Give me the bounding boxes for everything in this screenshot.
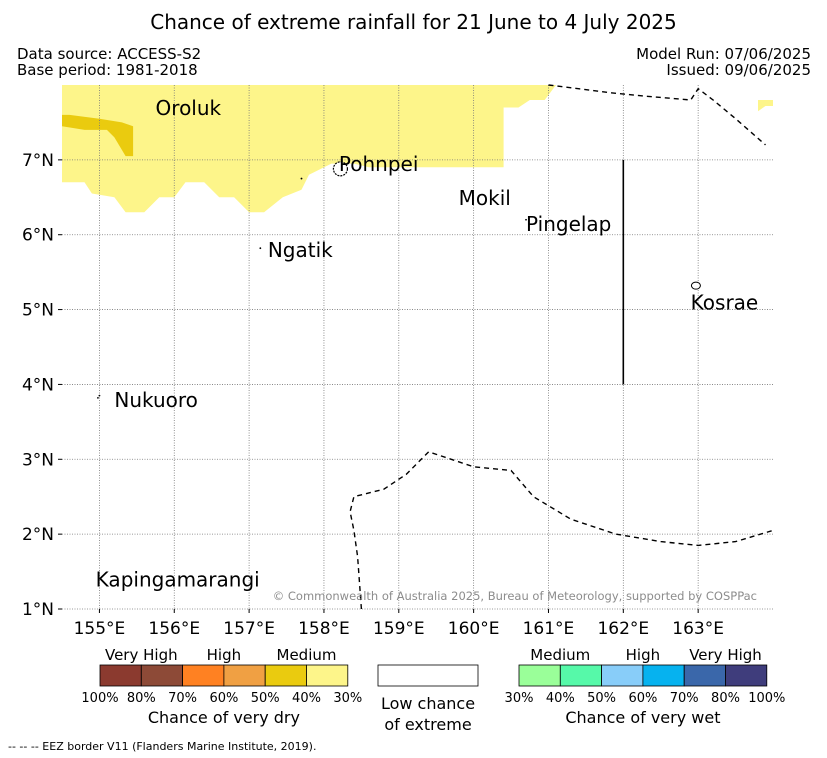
wet-group-label: Medium [530, 646, 590, 664]
wet-swatch [518, 664, 561, 687]
place-label: Ngatik [268, 238, 333, 262]
dry-tick-label: 80% [127, 691, 156, 706]
map-axes: 155°E 156°E 157°E 158°E 159°E 160°E 161°E 162°E… [22, 151, 724, 639]
wet-swatch [683, 664, 726, 687]
dry-tick-label: 30% [333, 691, 362, 706]
eez-border [548, 84, 766, 146]
eez-borders [349, 84, 774, 610]
dry-tick-label: 70% [168, 691, 197, 706]
wet-swatch [601, 664, 644, 687]
atoll-marker [97, 397, 99, 399]
lat-tick-label: 5°N [22, 301, 54, 321]
base-period-text: Base period: 1981-2018 [17, 61, 198, 79]
map-title: Chance of extreme rainfall for 21 June t… [150, 10, 677, 34]
lon-tick-label: 157°E [223, 619, 275, 639]
wet-swatch [642, 664, 685, 687]
dry-tick-label: 50% [251, 691, 280, 706]
dry-swatch [306, 664, 349, 687]
atoll-marker [98, 394, 101, 397]
lon-tick-label: 161°E [523, 619, 575, 639]
lon-tick-label: 156°E [148, 619, 200, 639]
lon-tick-label: 158°E [298, 619, 350, 639]
wet-group-label: Very High [689, 646, 762, 664]
low-chance-line2: of extreme [384, 715, 471, 734]
lat-tick-label: 2°N [22, 525, 54, 545]
dry-tick-label: 40% [292, 691, 321, 706]
lon-tick-label: 162°E [597, 619, 649, 639]
dry-group-label: High [207, 646, 241, 664]
model-run-text: Model Run: 07/06/2025 [636, 45, 811, 63]
low-chance-line1: Low chance [381, 694, 475, 713]
lat-tick-label: 4°N [22, 375, 54, 395]
data-source-block: Data source: ACCESS-S2 Base period: 1981… [17, 46, 201, 78]
copyright-text: © Commonwealth of Australia 2025, Bureau… [273, 589, 757, 603]
high-dry-region [62, 114, 134, 157]
dry-tick-label: 100% [81, 691, 118, 706]
wet-tick-label: 50% [587, 691, 616, 706]
place-label: Mokil [459, 186, 511, 210]
atoll-marker [300, 177, 303, 180]
lat-tick-label: 3°N [22, 450, 54, 470]
lon-tick-label: 163°E [672, 619, 724, 639]
dry-caption: Chance of very dry [148, 708, 300, 727]
dry-swatch [223, 664, 266, 687]
map-grid [62, 85, 773, 610]
model-run-block: Model Run: 07/06/2025 Issued: 09/06/2025 [636, 46, 811, 78]
dry-group-label: Medium [277, 646, 337, 664]
atoll-marker [525, 218, 527, 221]
dry-group-label: Very High [105, 646, 178, 664]
wet-group-label: High [626, 646, 660, 664]
lon-tick-label: 155°E [74, 619, 126, 639]
data-source-text: Data source: ACCESS-S2 [17, 45, 202, 63]
wet-swatch [559, 664, 602, 687]
place-label: Pohnpei [339, 152, 419, 176]
legend: 100% 80% 70% 60% 50% 40% 30% Very High High Mediu… [81, 646, 785, 734]
lat-tick-label: 6°N [22, 226, 54, 246]
wet-tick-label: 40% [546, 691, 575, 706]
dry-swatch [264, 664, 307, 687]
wet-tick-label: 60% [628, 691, 657, 706]
lon-tick-label: 159°E [373, 619, 425, 639]
place-labels: Oroluk Pohnpei Mokil Pingelap Ngatik Kosrae Nu… [96, 96, 759, 592]
eez-border [349, 450, 774, 610]
wet-tick-label: 100% [748, 691, 785, 706]
forecast-regions [62, 85, 773, 213]
wet-tick-label: 70% [670, 691, 699, 706]
wet-tick-label: 80% [711, 691, 740, 706]
pohnpei-island-shape [332, 161, 349, 177]
medium-dry-region [62, 85, 773, 213]
place-label: Pingelap [526, 212, 611, 236]
island-outlines [97, 161, 701, 399]
wet-caption: Chance of very wet [565, 708, 720, 727]
lat-tick-label: 1°N [22, 600, 54, 620]
dry-swatch [99, 664, 142, 687]
place-label: Nukuoro [114, 388, 198, 412]
lon-tick-label: 160°E [448, 619, 500, 639]
dry-tick-label: 60% [209, 691, 238, 706]
dry-swatch [140, 664, 184, 687]
wet-swatch [725, 664, 768, 687]
atoll-marker [259, 247, 262, 250]
dry-swatch [182, 664, 225, 687]
place-label: Oroluk [156, 96, 222, 120]
lat-tick-label: 7°N [22, 151, 54, 171]
eez-footnote: -- -- -- EEZ border V11 (Flanders Marine… [8, 740, 317, 753]
kosrae-island-shape [690, 281, 701, 290]
issued-text: Issued: 09/06/2025 [666, 61, 811, 79]
place-label: Kapingamarangi [96, 568, 260, 592]
wet-tick-label: 30% [505, 691, 534, 706]
low-chance-swatch [377, 664, 479, 687]
place-label: Kosrae [691, 291, 759, 315]
